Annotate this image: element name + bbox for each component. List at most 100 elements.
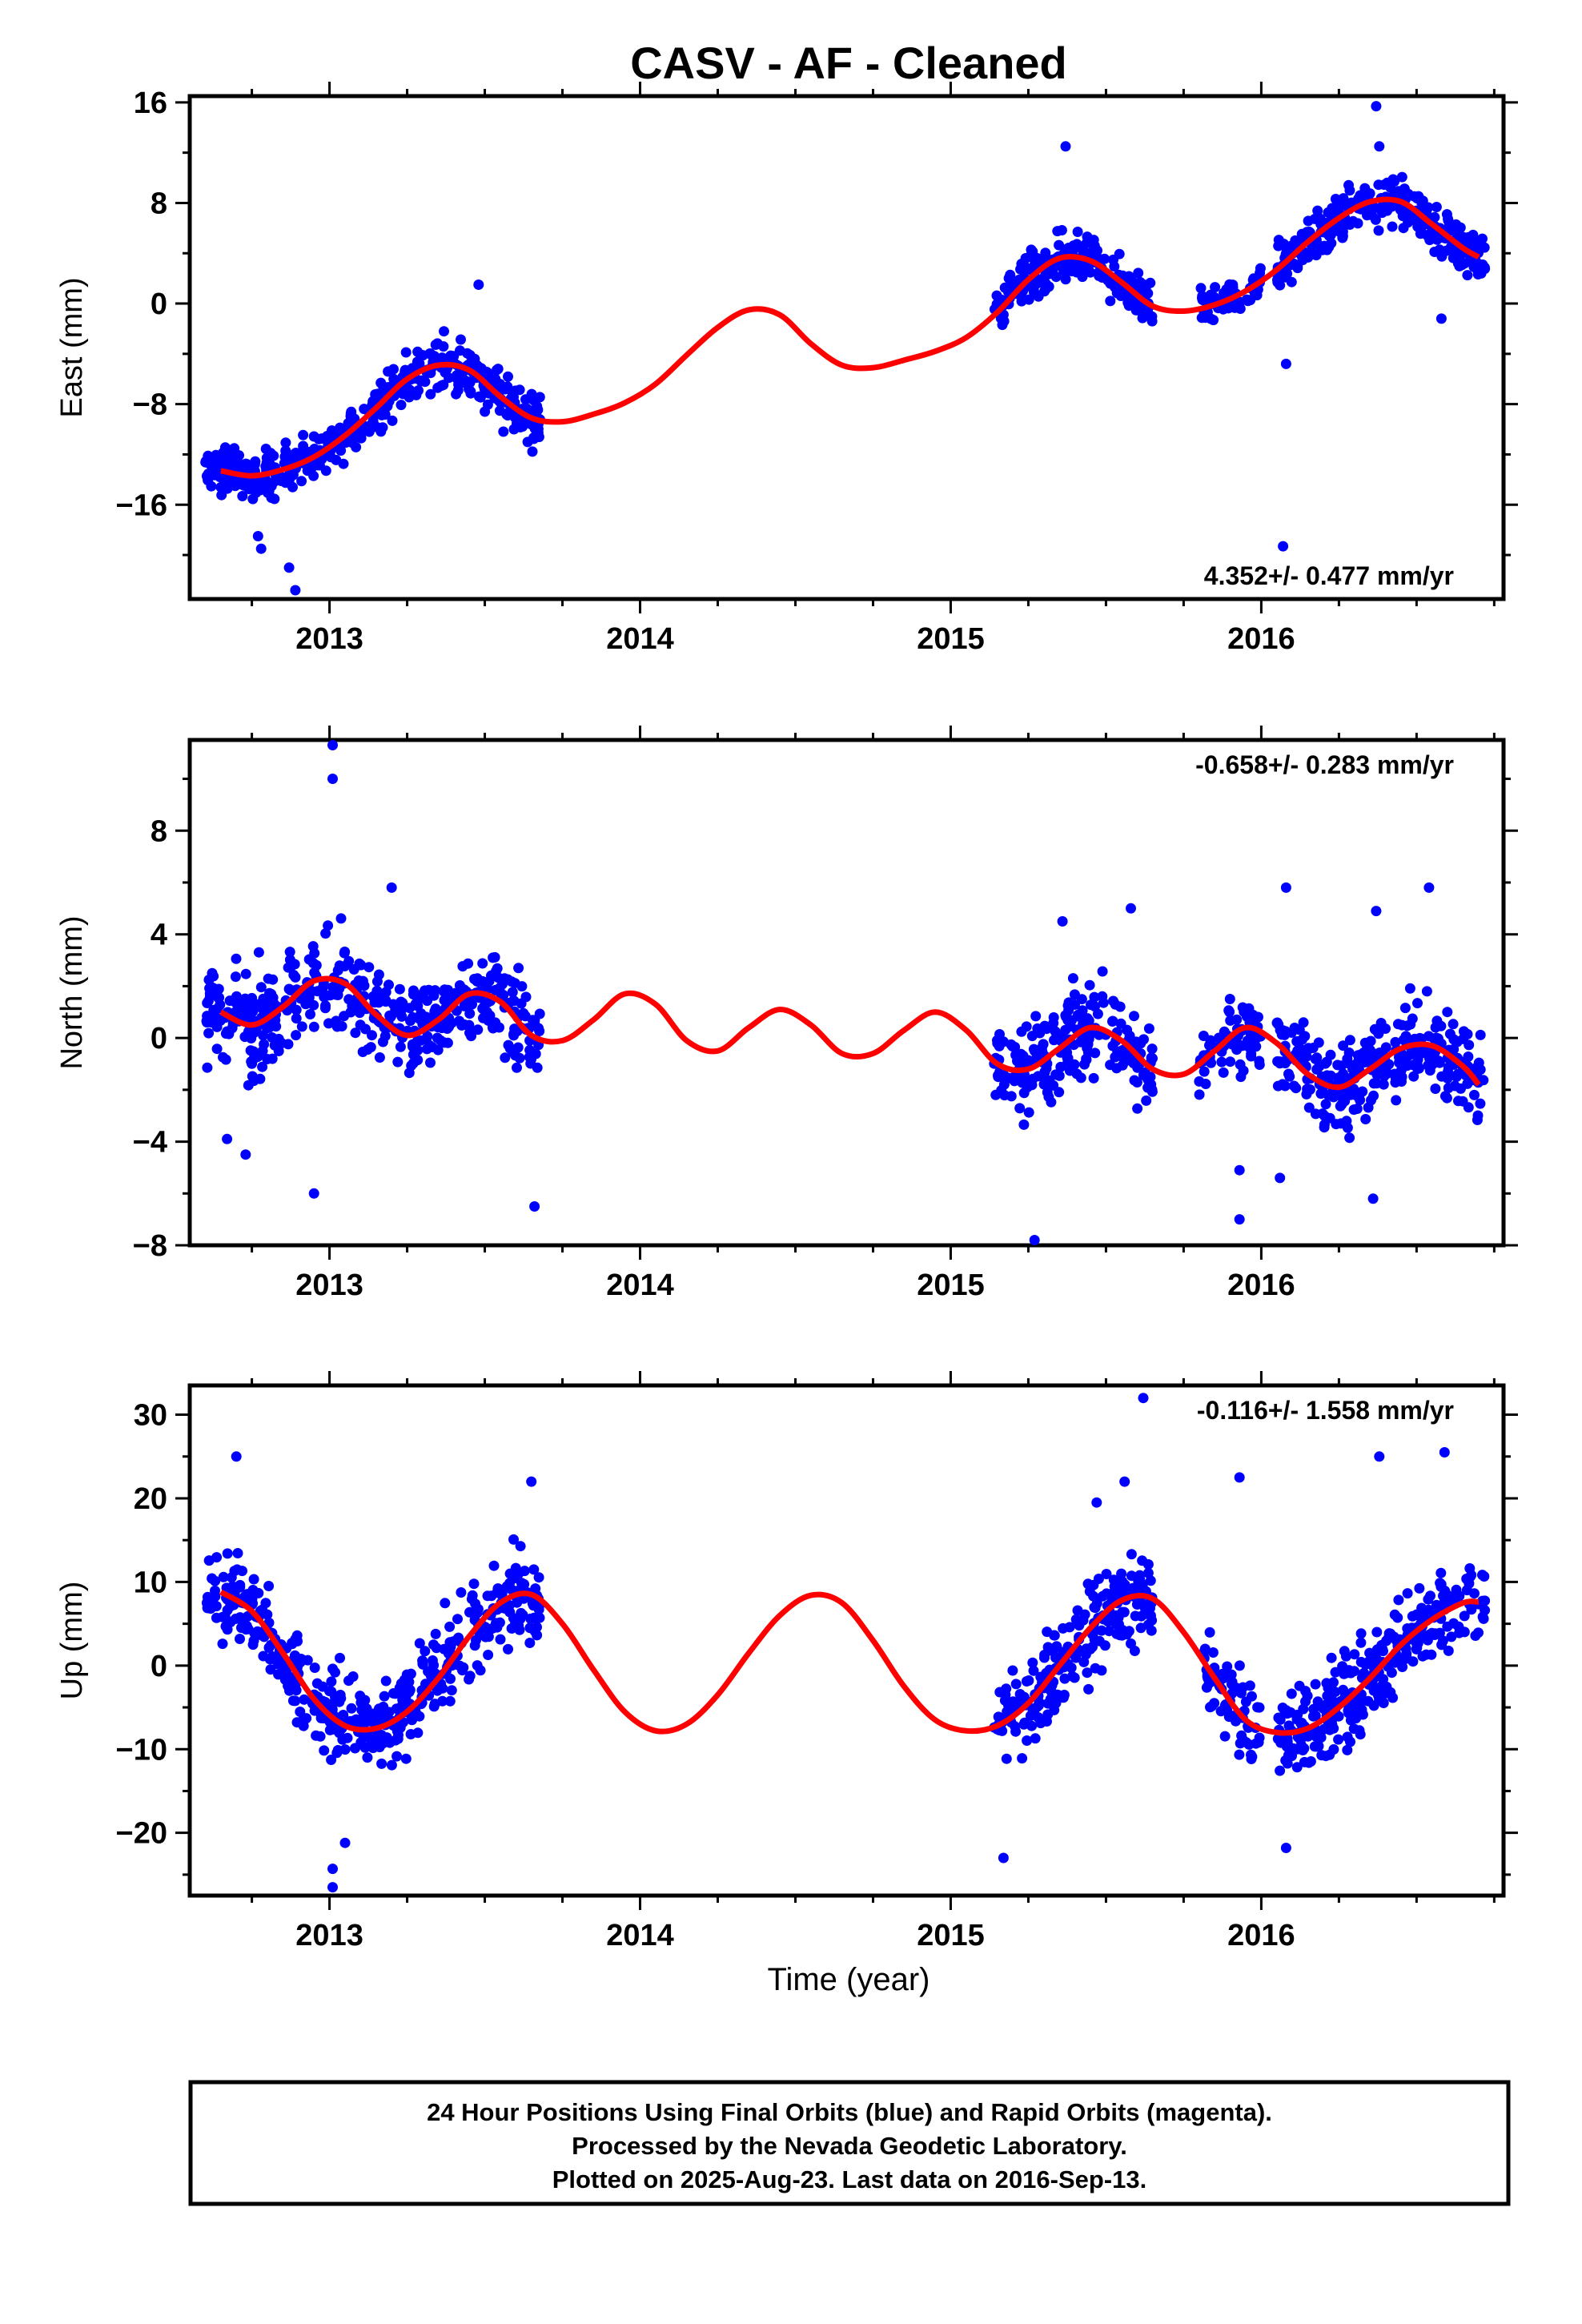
outlier-point xyxy=(327,1864,338,1875)
data-point xyxy=(1225,1056,1236,1068)
data-point xyxy=(298,429,309,440)
data-point xyxy=(1010,1679,1022,1690)
data-point xyxy=(513,963,524,974)
data-point xyxy=(1253,1737,1264,1748)
data-point xyxy=(336,1021,347,1031)
outlier-point xyxy=(526,1476,537,1487)
data-point xyxy=(240,968,251,979)
data-point xyxy=(1035,1718,1046,1729)
data-point xyxy=(1357,1709,1368,1720)
data-point xyxy=(444,1621,456,1632)
data-point xyxy=(1234,1749,1245,1760)
data-point xyxy=(247,1585,259,1595)
data-point xyxy=(1094,1635,1105,1647)
data-point xyxy=(1049,1630,1060,1641)
data-point xyxy=(1339,1087,1350,1098)
data-point xyxy=(1473,1627,1484,1638)
data-point xyxy=(1241,294,1252,305)
data-point xyxy=(1052,226,1063,237)
data-point xyxy=(1431,234,1443,245)
data-point xyxy=(1195,283,1207,294)
data-point xyxy=(501,1581,512,1592)
data-point xyxy=(1404,983,1415,994)
data-point xyxy=(249,1628,260,1638)
data-point xyxy=(1028,279,1038,290)
data-point xyxy=(216,489,227,501)
outlier-point xyxy=(308,1188,319,1199)
data-point xyxy=(1380,1042,1391,1053)
data-point xyxy=(1415,1033,1427,1044)
data-point xyxy=(1194,1076,1205,1087)
data-point xyxy=(280,437,291,448)
data-point xyxy=(1320,1099,1331,1110)
outlier-point xyxy=(1374,141,1385,152)
data-point xyxy=(235,1579,246,1590)
data-point xyxy=(396,400,407,411)
data-point xyxy=(1477,1595,1488,1606)
data-point xyxy=(1328,1723,1339,1734)
data-point xyxy=(1446,1631,1457,1642)
data-point xyxy=(1469,1089,1480,1100)
data-point xyxy=(514,1624,525,1635)
data-point xyxy=(1320,1751,1331,1762)
data-point xyxy=(1039,286,1050,297)
data-point xyxy=(317,1681,328,1692)
data-point xyxy=(446,1685,457,1696)
data-point xyxy=(500,1052,511,1063)
plot-frame xyxy=(187,738,1506,1248)
data-point xyxy=(432,1032,443,1043)
data-point xyxy=(262,1054,273,1064)
data-point xyxy=(1452,1036,1463,1047)
data-point xyxy=(1224,994,1235,1004)
data-point xyxy=(218,1051,228,1063)
data-point xyxy=(452,384,464,396)
data-point xyxy=(1087,1642,1098,1652)
data-point xyxy=(1478,1613,1489,1624)
outlier-point xyxy=(1091,1497,1102,1508)
data-point xyxy=(400,347,412,358)
data-point xyxy=(466,1031,476,1042)
data-point xyxy=(408,989,419,1000)
data-point xyxy=(1447,252,1459,263)
data-point xyxy=(1417,1047,1427,1059)
data-point xyxy=(422,1031,433,1042)
data-point xyxy=(1317,1108,1328,1120)
data-point xyxy=(1030,1011,1042,1022)
data-point xyxy=(1018,1088,1030,1099)
data-point xyxy=(1111,1610,1122,1621)
data-point xyxy=(420,1646,431,1657)
data-point xyxy=(1401,1651,1412,1662)
y-tick-label: 16 xyxy=(134,86,167,120)
data-point xyxy=(1146,1043,1158,1055)
data-point xyxy=(1010,1042,1021,1052)
data-point xyxy=(1112,1046,1123,1057)
outlier-point xyxy=(1371,101,1382,112)
data-point xyxy=(1101,1569,1112,1579)
data-point xyxy=(1007,1665,1018,1676)
data-point xyxy=(440,1598,451,1609)
data-point xyxy=(1376,1642,1387,1654)
data-point xyxy=(227,461,238,472)
data-point xyxy=(512,1062,522,1073)
data-point xyxy=(326,1755,337,1765)
data-point xyxy=(1387,221,1398,232)
data-point xyxy=(524,1638,536,1648)
y-tick-label: 10 xyxy=(134,1566,167,1599)
data-point xyxy=(1029,260,1040,271)
outlier-point xyxy=(1275,1172,1286,1184)
data-point xyxy=(363,962,375,973)
data-point xyxy=(1069,1672,1080,1683)
data-point xyxy=(363,1715,375,1727)
data-point xyxy=(284,947,295,958)
outlier-point xyxy=(327,1882,338,1893)
outlier-point xyxy=(255,543,267,554)
data-point xyxy=(1058,1622,1069,1634)
data-point xyxy=(1443,215,1454,227)
data-point xyxy=(1194,1089,1205,1100)
data-point xyxy=(268,450,279,461)
data-point xyxy=(283,983,295,995)
data-point xyxy=(519,1578,530,1590)
data-point xyxy=(1237,1002,1248,1013)
data-point xyxy=(1464,1578,1475,1589)
data-point xyxy=(1075,1072,1086,1084)
